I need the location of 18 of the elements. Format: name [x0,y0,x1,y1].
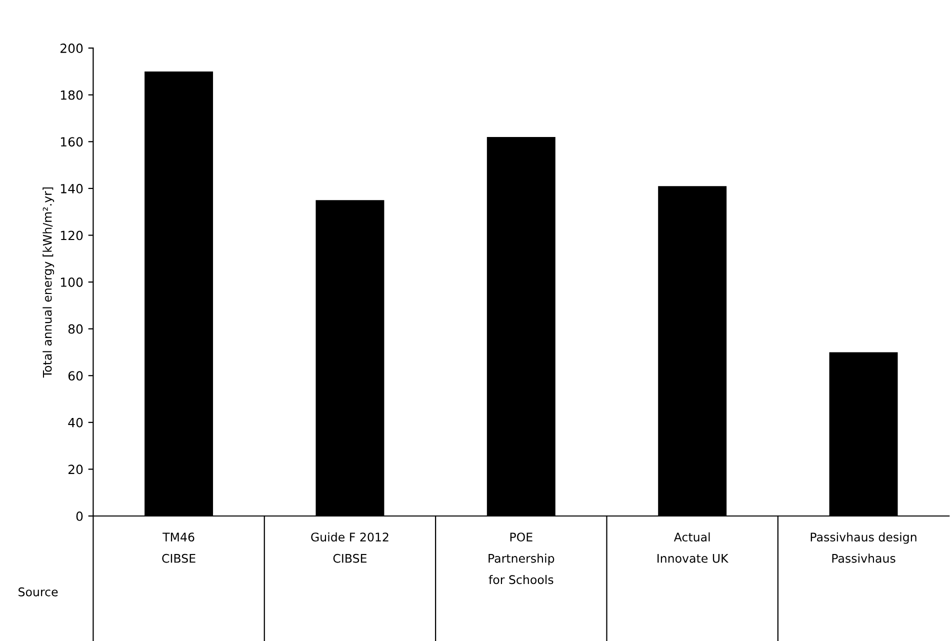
y-tick-label: 100 [60,278,83,287]
y-tick-label: 120 [60,230,83,240]
y-tick-label: 140 [60,184,83,194]
y-tick-label: 180 [60,90,83,100]
text: Source [18,587,58,596]
y-tick-label: 40 [68,418,83,428]
y-tick-label: 160 [60,137,83,147]
x-tick-label: Actual Innovate UK [658,532,729,563]
x-tick-label: POE Partnership for Schools [488,532,554,584]
y-tick-label: 20 [68,464,83,474]
x-tick-label: Guide F 2012 CIBSE [311,532,388,563]
y-tick-label: 200 [60,44,83,53]
y-tick-label: 0 [76,511,83,521]
x-tick-label: TM46 CIBSE [162,532,196,563]
y-tick-label: 60 [68,371,83,381]
x-tick-label: Passivhaus design Passivhaus [810,532,916,563]
y-tick-label: 80 [68,324,83,334]
y-axis-title: Total annual energy [kWh/m².yr] [42,187,54,378]
